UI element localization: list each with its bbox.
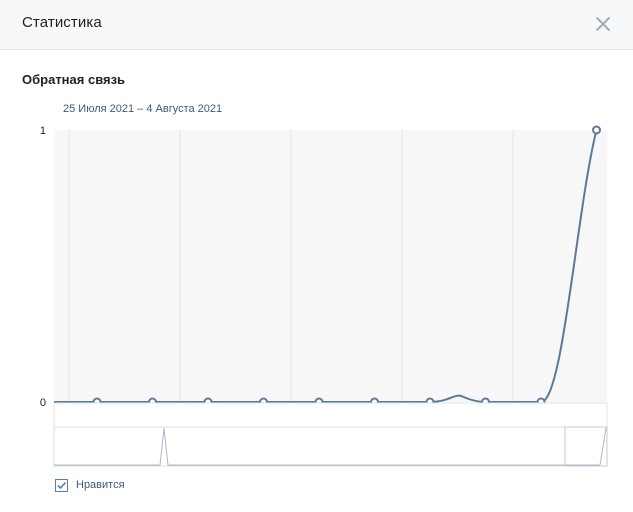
x-axis-band <box>53 402 608 428</box>
plot-background <box>54 130 607 402</box>
data-point <box>592 125 601 135</box>
y-tick-label: 0 <box>40 397 46 409</box>
legend-item[interactable]: Нравится <box>55 477 125 493</box>
dialog-title: Статистика <box>22 14 102 31</box>
navigator-series <box>54 427 607 466</box>
y-tick-label: 1 <box>40 125 46 137</box>
y-axis-labels: 01 <box>40 125 46 409</box>
date-range-label[interactable]: 25 Июля 2021 – 4 Августа 2021 <box>63 103 223 115</box>
navigator-panel[interactable] <box>53 426 608 467</box>
close-icon <box>596 17 610 31</box>
section-title: Обратная связь <box>22 72 126 87</box>
navigator-line <box>54 427 607 466</box>
grid-lines <box>68 130 514 402</box>
navigator-handle-right[interactable] <box>564 426 608 467</box>
legend-checkbox[interactable] <box>55 478 68 492</box>
checkmark-icon <box>57 481 67 489</box>
close-button[interactable] <box>592 13 614 35</box>
legend-label: Нравится <box>76 479 125 491</box>
feedback-chart[interactable]: 01 28 Июля30 Июля1 Августа3 Августа <box>0 0 633 470</box>
dialog-header: Статистика <box>0 0 633 50</box>
